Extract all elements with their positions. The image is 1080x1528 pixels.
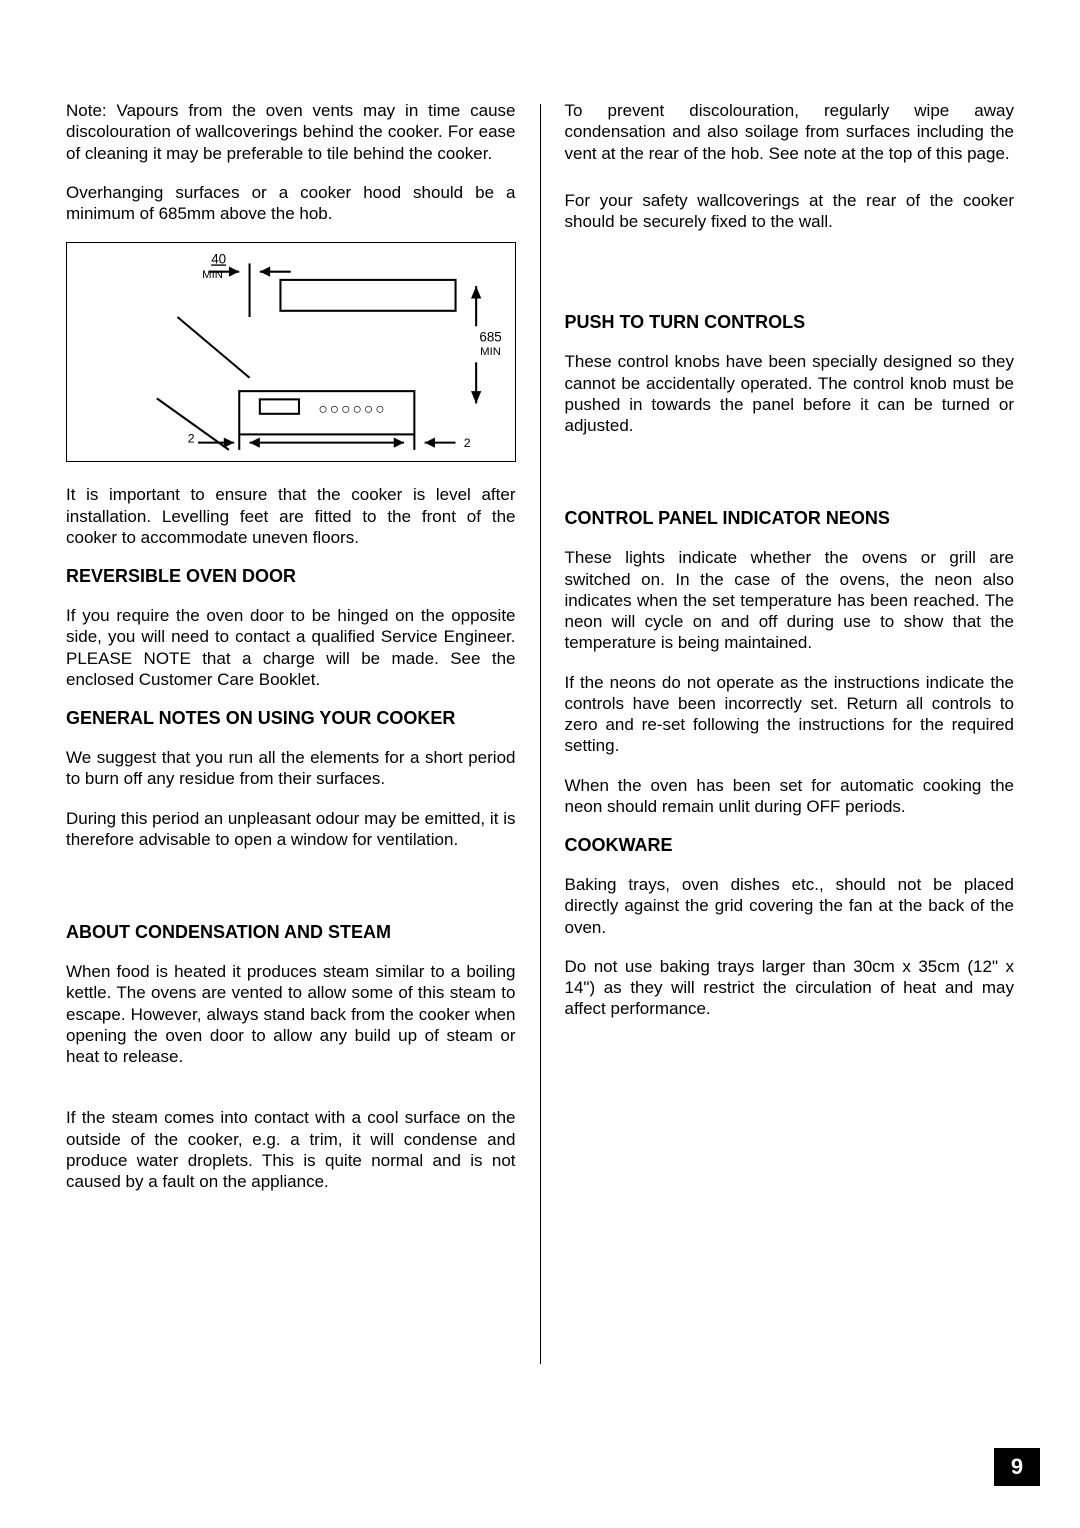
clearance-diagram: 40 MIN 685 [66, 242, 516, 462]
heading-cookware: COOKWARE [565, 835, 1015, 856]
diagram-bottom-right: 2 [464, 436, 471, 450]
paragraph: If you require the oven door to be hinge… [66, 605, 516, 690]
paragraph: Do not use baking trays larger than 30cm… [565, 956, 1015, 1020]
diagram-bottom-left: 2 [188, 432, 195, 446]
paragraph: We suggest that you run all the elements… [66, 747, 516, 790]
paragraph: It is important to ensure that the cooke… [66, 484, 516, 548]
clearance-diagram-svg: 40 MIN 685 [73, 249, 509, 455]
right-column: To prevent discolouration, regularly wip… [541, 100, 1015, 1420]
heading-push-controls: PUSH TO TURN CONTROLS [565, 312, 1015, 333]
diagram-right-dim: 685 [479, 330, 501, 345]
two-column-layout: Note: Vapours from the oven vents may in… [66, 100, 1014, 1420]
spacer [565, 250, 1015, 294]
paragraph: For your safety wallcoverings at the rea… [565, 190, 1015, 233]
spacer [565, 182, 1015, 190]
page-number: 9 [994, 1448, 1040, 1486]
paragraph: During this period an unpleasant odour m… [66, 808, 516, 851]
heading-reversible-door: REVERSIBLE OVEN DOOR [66, 566, 516, 587]
spacer [66, 1085, 516, 1107]
spacer [565, 454, 1015, 498]
paragraph: If the neons do not operate as the instr… [565, 672, 1015, 757]
paragraph: Overhanging surfaces or a cooker hood sh… [66, 182, 516, 225]
paragraph: Baking trays, oven dishes etc., should n… [565, 874, 1015, 938]
heading-general-notes: GENERAL NOTES ON USING YOUR COOKER [66, 708, 516, 729]
left-column: Note: Vapours from the oven vents may in… [66, 100, 540, 1420]
paragraph: These control knobs have been specially … [565, 351, 1015, 436]
heading-condensation: ABOUT CONDENSATION AND STEAM [66, 922, 516, 943]
paragraph: When food is heated it produces steam si… [66, 961, 516, 1067]
diagram-knobs: ○○○○○○ [318, 401, 386, 418]
heading-indicator-neons: CONTROL PANEL INDICATOR NEONS [565, 508, 1015, 529]
spacer [66, 868, 516, 912]
paragraph: When the oven has been set for automatic… [565, 775, 1015, 818]
paragraph: Note: Vapours from the oven vents may in… [66, 100, 516, 164]
paragraph: These lights indicate whether the ovens … [565, 547, 1015, 653]
paragraph: If the steam comes into contact with a c… [66, 1107, 516, 1192]
paragraph: To prevent discolouration, regularly wip… [565, 100, 1015, 164]
diagram-right-label: MIN [480, 346, 501, 358]
spacer [565, 294, 1015, 302]
document-page: Note: Vapours from the oven vents may in… [0, 0, 1080, 1528]
diagram-top-dim: 40 [211, 252, 226, 267]
